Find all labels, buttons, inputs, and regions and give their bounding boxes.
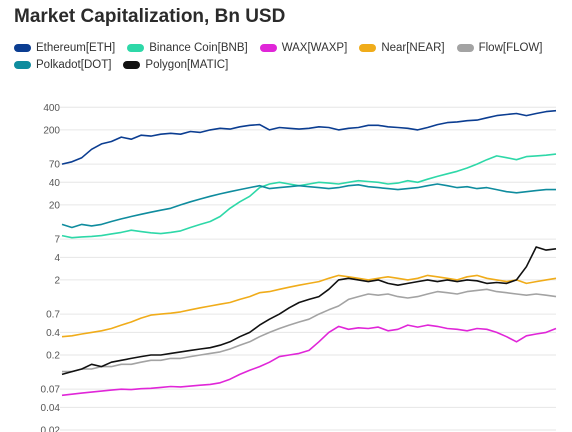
y-tick-label: 400	[43, 103, 60, 114]
chart-legend: Ethereum[ETH] Binance Coin[BNB] WAX[WAXP…	[14, 40, 564, 74]
legend-item-ethereum[interactable]: Ethereum[ETH]	[14, 42, 115, 54]
legend-swatch-polygon	[123, 61, 141, 69]
legend-item-flow[interactable]: Flow[FLOW]	[456, 42, 543, 54]
legend-item-polkadot[interactable]: Polkadot[DOT]	[14, 59, 111, 71]
legend-label-ethereum: Ethereum[ETH]	[36, 42, 116, 54]
y-tick-label: 0.7	[46, 310, 60, 321]
legend-swatch-binance-coin	[127, 44, 145, 52]
legend-label-binance-coin: Binance Coin[BNB]	[149, 42, 248, 54]
legend-swatch-flow	[456, 44, 474, 52]
series-line-near[interactable]	[61, 274, 557, 338]
grid-lines	[60, 106, 556, 431]
legend-item-polygon[interactable]: Polygon[MATIC]	[123, 59, 228, 71]
legend-swatch-wax	[259, 44, 277, 52]
legend-item-binance-coin[interactable]: Binance Coin[BNB]	[127, 42, 248, 54]
series-line-polygon[interactable]	[61, 246, 557, 376]
y-tick-label: 0.04	[41, 403, 61, 414]
y-tick-label: 0.02	[41, 426, 61, 432]
legend-swatch-near	[359, 44, 377, 52]
y-tick-label: 70	[49, 160, 61, 171]
series-line-polkadot[interactable]	[61, 183, 556, 229]
series-line-wax[interactable]	[61, 324, 557, 397]
y-tick-label: 4	[54, 253, 60, 264]
legend-swatch-polkadot	[14, 61, 31, 69]
y-tick-label: 7	[54, 235, 60, 246]
y-tick-label: 40	[49, 178, 61, 189]
series-lines	[61, 109, 557, 397]
legend-label-polygon: Polygon[MATIC]	[145, 59, 229, 71]
y-tick-label: 0.2	[46, 350, 60, 361]
series-line-ethereum[interactable]	[61, 109, 557, 165]
y-tick-label: 0.07	[41, 385, 61, 396]
legend-row-2: Polkadot[DOT] Polygon[MATIC]	[14, 57, 564, 73]
y-tick-label: 200	[43, 125, 60, 136]
legend-label-wax: WAX[WAXP]	[281, 42, 348, 54]
legend-item-wax[interactable]: WAX[WAXP]	[259, 42, 348, 54]
y-tick-label: 2	[54, 275, 60, 286]
series-line-binance-coin[interactable]	[61, 153, 557, 239]
legend-swatch-ethereum	[14, 44, 31, 52]
legend-item-near[interactable]: Near[NEAR]	[359, 42, 445, 54]
legend-row-1: Ethereum[ETH] Binance Coin[BNB] WAX[WAXP…	[14, 40, 564, 56]
y-tick-label: 20	[49, 200, 61, 211]
chart-title: Market Capitalization, Bn USD	[14, 6, 286, 27]
y-tick-label: 0.4	[46, 328, 60, 339]
y-axis-ticks: 400 200 70 40 20 7 4 2 0.7 0.4 0.2 0.07 0.04 0.02	[41, 103, 61, 432]
series-line-flow[interactable]	[62, 288, 557, 373]
legend-label-near: Near[NEAR]	[381, 42, 445, 54]
legend-label-polkadot: Polkadot[DOT]	[36, 59, 112, 71]
legend-label-flow: Flow[FLOW]	[478, 42, 543, 54]
